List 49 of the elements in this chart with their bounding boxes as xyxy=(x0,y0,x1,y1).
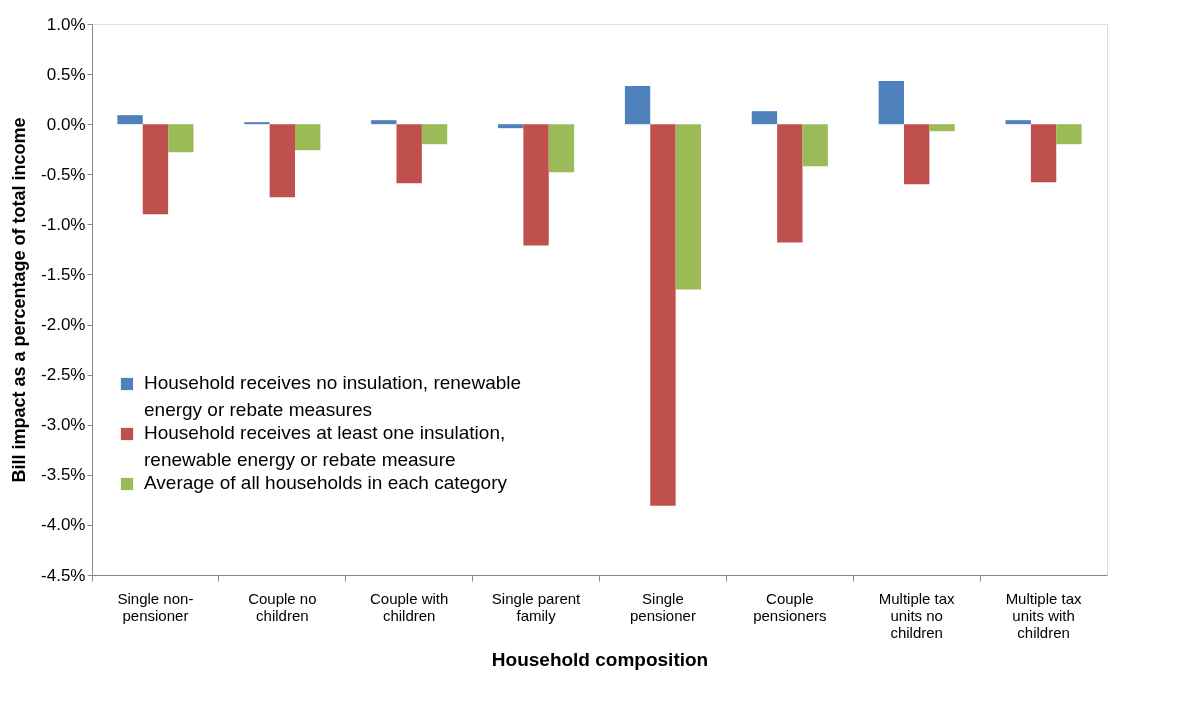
x-tick-label: Couple with children xyxy=(369,589,449,624)
bar xyxy=(802,124,828,167)
x-tick-label: Single pensioner xyxy=(629,589,696,624)
y-tick-label: -0.5% xyxy=(41,164,86,184)
legend-label: Household receives at least one insulation, renewable energy or rebate measure xyxy=(144,422,506,470)
y-tick-label: 0.0% xyxy=(46,114,86,134)
y-tick-label: -2.5% xyxy=(41,365,86,385)
bar xyxy=(295,124,321,151)
bar xyxy=(168,124,194,153)
bar xyxy=(650,124,676,506)
bar xyxy=(1005,120,1031,125)
y-tick-label: -2.0% xyxy=(41,315,86,335)
bar xyxy=(1056,124,1082,145)
y-tick-label: -4.5% xyxy=(41,565,86,585)
x-tick-label: Multiple tax units no children xyxy=(878,589,956,641)
x-tick-label: Multiple tax units with children xyxy=(1005,589,1082,641)
bar xyxy=(624,86,651,125)
bar xyxy=(929,124,955,132)
bar xyxy=(269,124,295,198)
bar xyxy=(777,124,803,243)
y-tick-label: -3.0% xyxy=(41,415,86,435)
legend-label: Household receives no insulation, renewable energy or rebate measures xyxy=(144,372,522,420)
y-tick-label: -4.0% xyxy=(41,515,86,535)
y-tick-label: -1.0% xyxy=(41,214,86,234)
bar xyxy=(142,124,169,215)
x-tick-label: Single parent family xyxy=(491,589,582,624)
x-axis-title: Household composition xyxy=(491,648,709,670)
y-tick-label: -3.5% xyxy=(41,465,86,485)
bar xyxy=(548,124,575,173)
x-tick-label: Single non-pensioner xyxy=(117,589,194,624)
legend-label: Average of all households in each category xyxy=(144,472,508,493)
bar xyxy=(523,124,549,246)
y-tick-label: 1.0% xyxy=(46,14,86,34)
bar xyxy=(396,124,422,184)
x-tick-label: Couple no children xyxy=(248,589,317,624)
bar xyxy=(244,122,270,125)
x-tick-label: Couple pensioners xyxy=(753,589,827,624)
bar xyxy=(751,111,778,125)
bar xyxy=(117,115,143,125)
bar xyxy=(421,124,448,145)
bar xyxy=(878,81,904,125)
bar xyxy=(675,124,701,290)
bar xyxy=(904,124,930,185)
bar xyxy=(371,120,397,125)
y-axis-title: Bill impact as a percentage of total income xyxy=(9,117,30,483)
bar xyxy=(1030,124,1057,183)
y-tick-label: 0.5% xyxy=(46,64,86,84)
y-tick-label: -1.5% xyxy=(41,264,86,284)
bar xyxy=(498,124,524,129)
